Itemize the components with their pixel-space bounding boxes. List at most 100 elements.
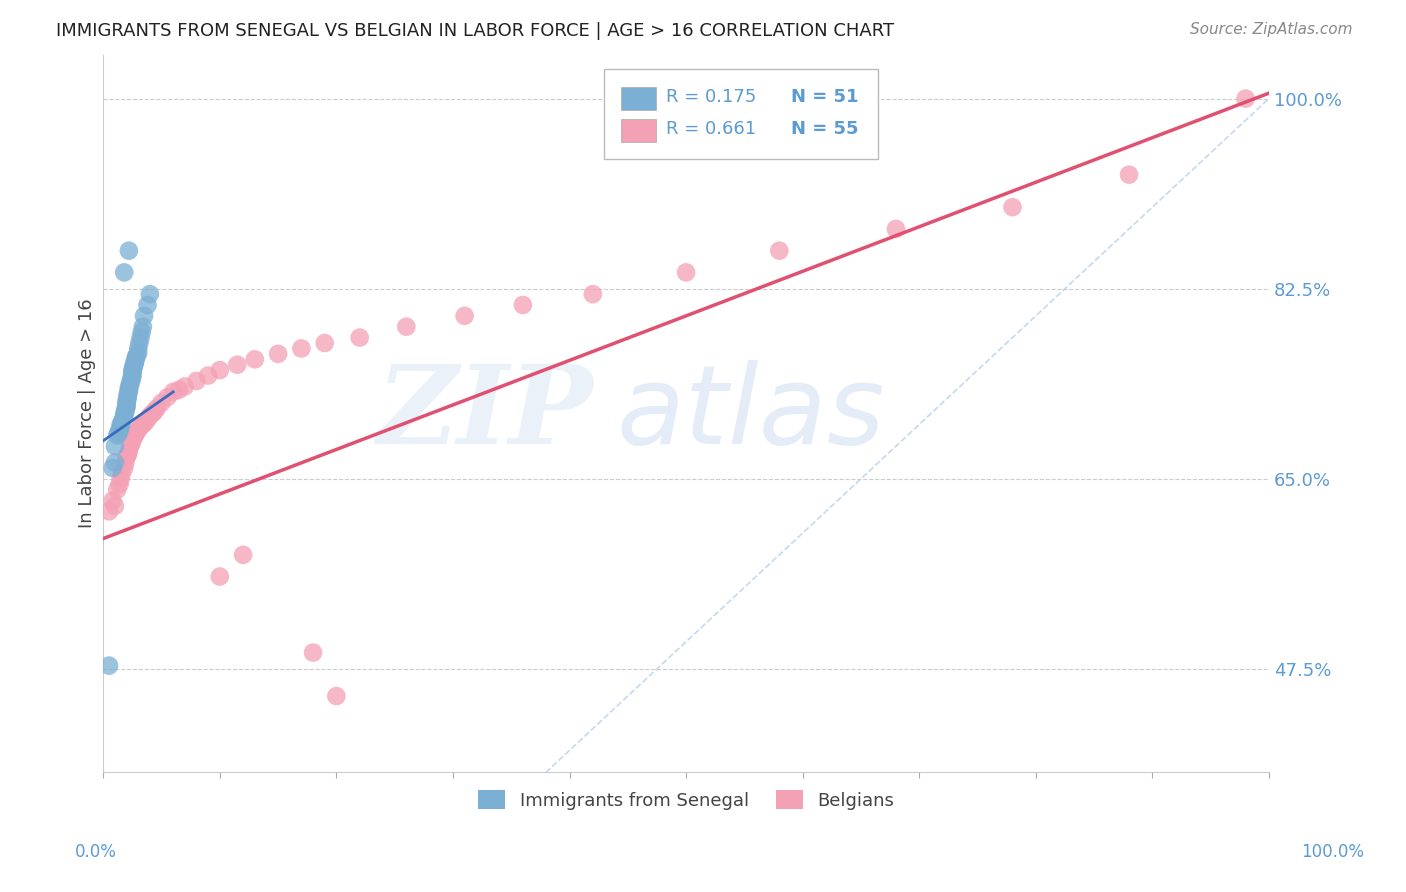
Point xyxy=(124,428,146,442)
Point xyxy=(101,493,124,508)
Point xyxy=(121,363,143,377)
Point xyxy=(314,336,336,351)
Point xyxy=(112,407,135,421)
Point xyxy=(124,357,146,371)
Point xyxy=(115,396,138,410)
Point xyxy=(107,426,129,441)
Point xyxy=(150,396,173,410)
Point xyxy=(302,646,325,660)
Point xyxy=(156,390,179,404)
Point xyxy=(111,467,134,481)
Point xyxy=(122,359,145,373)
Point xyxy=(117,448,139,462)
Text: ZIP: ZIP xyxy=(377,359,593,467)
Point xyxy=(115,398,138,412)
Point xyxy=(186,374,208,388)
Point xyxy=(127,342,149,356)
Text: R = 0.175: R = 0.175 xyxy=(666,88,756,106)
Point xyxy=(114,455,136,469)
Legend: Immigrants from Senegal, Belgians: Immigrants from Senegal, Belgians xyxy=(471,783,901,817)
Text: Source: ZipAtlas.com: Source: ZipAtlas.com xyxy=(1189,22,1353,37)
Point xyxy=(110,417,132,432)
Point xyxy=(128,336,150,351)
Point xyxy=(117,389,139,403)
Point xyxy=(129,419,152,434)
Point xyxy=(134,415,156,429)
Point xyxy=(108,477,131,491)
Text: 100.0%: 100.0% xyxy=(1302,843,1364,861)
Point xyxy=(125,352,148,367)
Point xyxy=(132,417,155,432)
Y-axis label: In Labor Force | Age > 16: In Labor Force | Age > 16 xyxy=(79,299,96,528)
Point xyxy=(582,287,605,301)
Point xyxy=(232,548,254,562)
Point xyxy=(108,423,131,437)
Point xyxy=(1118,168,1140,182)
Point xyxy=(132,309,155,323)
Point xyxy=(101,461,124,475)
Point xyxy=(112,461,135,475)
Point xyxy=(208,569,231,583)
Point xyxy=(122,430,145,444)
Text: 0.0%: 0.0% xyxy=(75,843,117,861)
Point xyxy=(125,348,148,362)
Point xyxy=(118,444,141,458)
Point xyxy=(139,287,162,301)
Point xyxy=(122,361,145,376)
Point xyxy=(127,423,149,437)
Point xyxy=(104,499,127,513)
Point xyxy=(117,392,139,406)
Point xyxy=(143,404,166,418)
Point xyxy=(98,504,121,518)
Text: N = 55: N = 55 xyxy=(792,120,859,138)
Text: N = 51: N = 51 xyxy=(792,88,859,106)
Text: atlas: atlas xyxy=(616,360,884,467)
FancyBboxPatch shape xyxy=(621,87,655,110)
Point xyxy=(208,363,231,377)
Point xyxy=(129,330,152,344)
Point xyxy=(884,222,907,236)
Point xyxy=(114,404,136,418)
Point xyxy=(118,378,141,392)
Point xyxy=(121,368,143,382)
Point xyxy=(121,434,143,448)
Point xyxy=(136,412,159,426)
Point xyxy=(125,350,148,364)
Point xyxy=(290,342,312,356)
Point xyxy=(127,345,149,359)
Point xyxy=(395,319,418,334)
Point xyxy=(120,437,142,451)
Point xyxy=(167,383,190,397)
Point xyxy=(118,384,141,399)
Point xyxy=(117,387,139,401)
Point xyxy=(105,428,128,442)
Point xyxy=(453,309,475,323)
Point xyxy=(675,265,697,279)
Point xyxy=(118,439,141,453)
Point xyxy=(115,393,138,408)
Point xyxy=(120,374,142,388)
Point xyxy=(118,380,141,394)
Point xyxy=(111,415,134,429)
Point xyxy=(131,325,153,339)
Point xyxy=(1001,200,1024,214)
Point xyxy=(243,352,266,367)
Point xyxy=(120,372,142,386)
Point xyxy=(112,265,135,279)
Text: IMMIGRANTS FROM SENEGAL VS BELGIAN IN LABOR FORCE | AGE > 16 CORRELATION CHART: IMMIGRANTS FROM SENEGAL VS BELGIAN IN LA… xyxy=(56,22,894,40)
Point xyxy=(110,419,132,434)
Point xyxy=(162,384,184,399)
Point xyxy=(112,409,135,424)
Point xyxy=(768,244,790,258)
Point xyxy=(118,383,141,397)
Point xyxy=(125,426,148,441)
Point xyxy=(146,401,169,416)
Point xyxy=(105,483,128,497)
Point xyxy=(124,354,146,368)
Point xyxy=(267,347,290,361)
FancyBboxPatch shape xyxy=(605,70,879,159)
Point xyxy=(104,439,127,453)
Point xyxy=(115,450,138,464)
Point xyxy=(1234,92,1257,106)
Point xyxy=(104,455,127,469)
